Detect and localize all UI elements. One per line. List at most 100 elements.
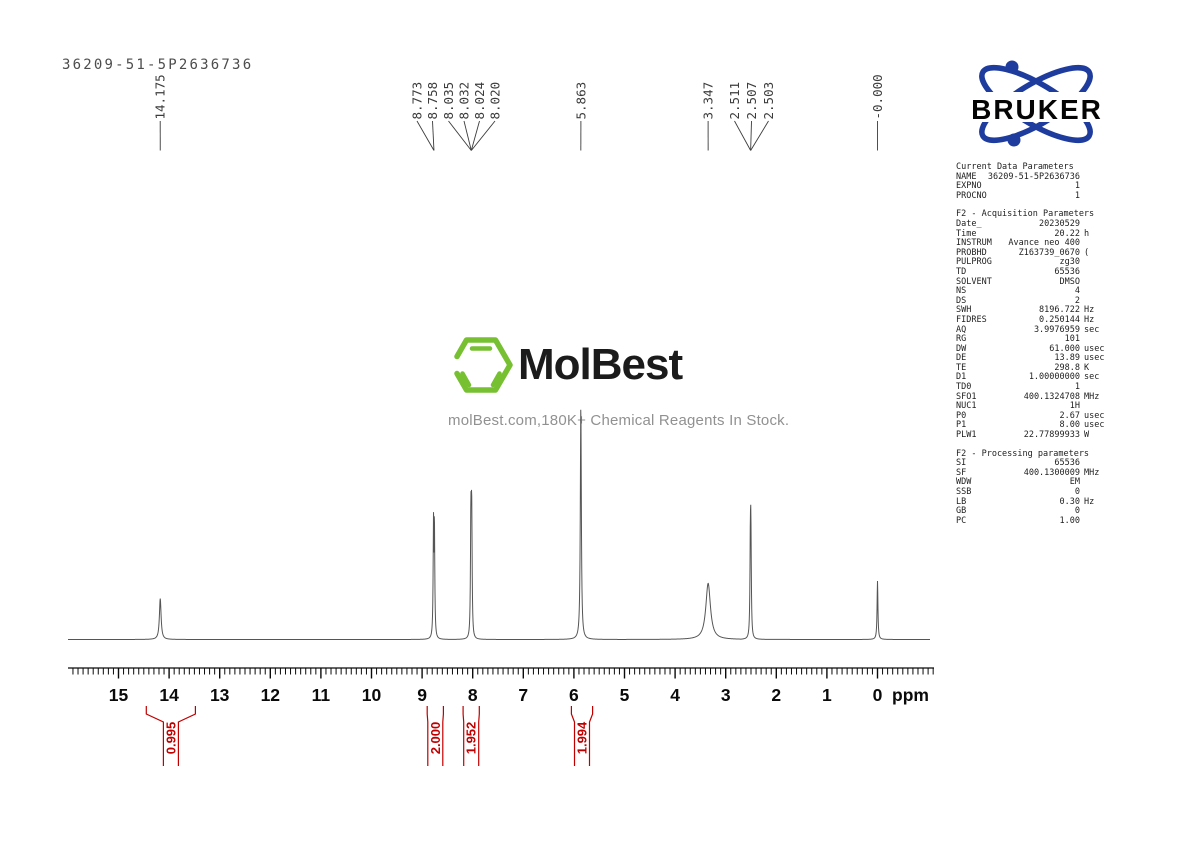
param-name: INSTRUM (956, 238, 992, 249)
param-value: 2.67 (1059, 410, 1080, 421)
param-name: RG (956, 334, 967, 345)
integral-bracket-left (145, 706, 164, 766)
param-value: 298.8 (1054, 362, 1080, 373)
param-unit: Hz (1084, 305, 1095, 316)
params-row: WDW EM (956, 478, 1114, 488)
bruker-logo: BRUKER (945, 55, 1130, 156)
peak-ppm-label: 2.511 (727, 82, 742, 120)
params-row: DW 61.000 usec (956, 343, 1114, 355)
params-row: SI 65536 (956, 459, 1114, 469)
params-section: Current Data Parameters NAME 36209-51-5P26… (956, 162, 1114, 202)
bruker-dot-bottom (1007, 133, 1021, 147)
param-value: 20230529 (1039, 218, 1080, 229)
params-row: D1 1.00000000 sec (956, 373, 1114, 383)
param-unit (1080, 192, 1114, 202)
peak-label-connector (463, 120, 472, 151)
param-unit: sec (1084, 324, 1100, 335)
param-value: 1 (1074, 181, 1080, 192)
param-unit (1080, 173, 1114, 183)
param-value: 0.30 (1059, 496, 1080, 507)
param-value: 36209-51-5P2636736 (987, 171, 1080, 182)
peak-label-connector (448, 120, 472, 151)
params-section: F2 - Acquisition Parameters Date_ 20230529… (956, 210, 1114, 440)
param-value: 2 (1074, 295, 1080, 306)
param-value: 0.250144 (1039, 314, 1080, 325)
params-row: TE 298.8 K (956, 362, 1114, 374)
param-name: SOLVENT (956, 276, 992, 287)
param-value: 8196.722 (1039, 305, 1080, 316)
x-axis-tick-label: 10 (362, 685, 382, 705)
peak-label-connector (432, 120, 435, 151)
param-name: FIDRES (956, 314, 987, 325)
param-unit: K (1084, 362, 1090, 373)
params-row: P0 2.67 usec (956, 410, 1114, 422)
params-row: NAME 36209-51-5P2636736 (956, 171, 1114, 183)
integral-bracket-right (478, 706, 480, 766)
x-axis-tick-label: 9 (417, 685, 427, 705)
param-value: Avance neo 400 (1008, 238, 1080, 249)
params-row: PLW1 22.77899933 W (956, 430, 1114, 441)
params-row: RG 101 (956, 334, 1114, 345)
params-row: Date_ 20230529 (956, 218, 1114, 230)
param-value: 0 (1074, 487, 1080, 497)
x-axis-tick-label: 4 (670, 685, 680, 705)
peak-ppm-label: -0.000 (870, 74, 885, 119)
param-unit: W (1084, 430, 1090, 441)
param-unit: Hz (1084, 496, 1095, 507)
peak-ppm-label: 8.773 (410, 82, 425, 120)
param-name: EXPNO (956, 181, 982, 192)
param-value: 61.000 (1049, 343, 1080, 354)
param-name: PC (956, 515, 967, 526)
x-axis-tick-label: 7 (518, 685, 528, 705)
param-unit: h (1084, 228, 1090, 239)
params-row: FIDRES 0.250144 Hz (956, 314, 1114, 326)
param-unit (1080, 478, 1114, 488)
peak-label-connector (416, 120, 435, 151)
param-name: PLW1 (956, 430, 977, 441)
parameters-panel: Current Data Parameters NAME 36209-51-5P26… (956, 162, 1114, 535)
params-row: SF 400.1300009 MHz (956, 468, 1114, 479)
params-row: Time 20.22 h (956, 228, 1114, 240)
params-row: EXPNO 1 (956, 182, 1114, 192)
integral-bracket-left (570, 706, 576, 766)
param-name: PROCNO (956, 190, 987, 201)
integral-bracket-right (588, 706, 594, 766)
x-axis-tick-label: 12 (261, 685, 281, 705)
param-value: 8.00 (1059, 420, 1080, 431)
x-axis-tick-label: 13 (210, 685, 230, 705)
param-value: 20.22 (1054, 228, 1080, 239)
param-value: 0 (1074, 506, 1080, 517)
bruker-dot-top (1005, 60, 1019, 74)
param-value: 1 (1074, 190, 1080, 201)
integral-bracket-right (442, 706, 444, 766)
integral-value-label: 1.994 (574, 721, 589, 754)
param-unit: usec (1084, 420, 1105, 431)
param-unit: ( (1084, 247, 1090, 258)
param-unit: sec (1084, 372, 1100, 383)
params-row: PROCNO 1 (956, 190, 1114, 202)
peak-label-connector (750, 120, 769, 151)
params-row: SSB 0 (956, 487, 1114, 498)
hexagon-inner-bonds (460, 346, 502, 388)
param-unit: usec (1084, 410, 1105, 421)
param-unit: Hz (1084, 314, 1095, 325)
peak-label-connector (470, 120, 496, 151)
param-value: 101 (1064, 334, 1080, 345)
params-row: SFO1 400.1324708 MHz (956, 392, 1114, 403)
integral-value-label: 2.000 (428, 722, 443, 755)
x-axis-tick-label: 3 (721, 685, 731, 705)
params-row: GB 0 (956, 507, 1114, 517)
param-name: WDW (956, 477, 972, 488)
param-name: PROBHD (956, 247, 987, 258)
spectrum-trace (68, 409, 930, 640)
param-unit: usec (1084, 353, 1105, 364)
param-name: P1 (956, 420, 967, 431)
param-name: TD0 (956, 382, 972, 393)
x-axis-tick-label: 5 (620, 685, 630, 705)
x-axis-tick-label: 15 (109, 685, 129, 705)
param-name: PULPROG (956, 257, 992, 268)
params-row: AQ 3.9976959 sec (956, 324, 1114, 336)
param-name: Date_ (956, 218, 982, 229)
param-value: EM (1069, 477, 1080, 488)
